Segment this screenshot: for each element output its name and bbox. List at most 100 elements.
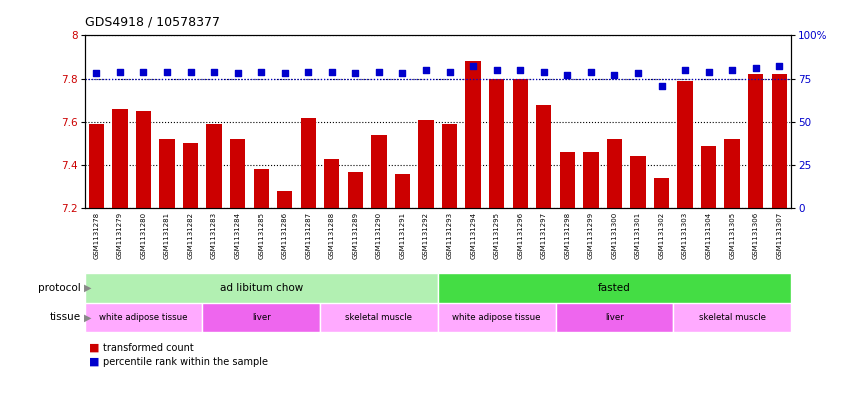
Point <box>325 68 338 75</box>
Point <box>537 68 551 75</box>
Text: GSM1131304: GSM1131304 <box>706 211 711 259</box>
Text: GSM1131305: GSM1131305 <box>729 211 735 259</box>
Bar <box>438 273 791 303</box>
Text: protocol: protocol <box>37 283 80 293</box>
Text: GSM1131307: GSM1131307 <box>777 211 783 259</box>
Bar <box>489 79 504 208</box>
Bar <box>724 139 739 208</box>
Bar <box>772 74 787 208</box>
Text: GSM1131284: GSM1131284 <box>234 211 240 259</box>
Bar <box>320 303 438 332</box>
Text: ■: ■ <box>89 356 99 367</box>
Point <box>631 70 645 77</box>
Text: GSM1131297: GSM1131297 <box>541 211 547 259</box>
Point <box>678 67 692 73</box>
Point <box>207 68 221 75</box>
Point <box>584 68 597 75</box>
Bar <box>324 159 339 208</box>
Text: GSM1131290: GSM1131290 <box>376 211 382 259</box>
Point <box>514 67 527 73</box>
Text: GSM1131282: GSM1131282 <box>188 211 194 259</box>
Point <box>137 68 151 75</box>
Point <box>749 65 762 72</box>
Bar <box>395 174 410 208</box>
Text: GSM1131294: GSM1131294 <box>470 211 476 259</box>
Bar <box>183 143 198 208</box>
Point <box>442 68 456 75</box>
Text: GSM1131285: GSM1131285 <box>258 211 264 259</box>
Bar <box>560 152 575 208</box>
Text: GSM1131279: GSM1131279 <box>117 211 123 259</box>
Text: white adipose tissue: white adipose tissue <box>453 313 541 322</box>
Bar <box>277 191 293 208</box>
Point <box>655 83 668 89</box>
Text: skeletal muscle: skeletal muscle <box>699 313 766 322</box>
Text: GDS4918 / 10578377: GDS4918 / 10578377 <box>85 16 220 29</box>
Point <box>255 68 268 75</box>
Text: GSM1131296: GSM1131296 <box>517 211 523 259</box>
Bar <box>202 303 320 332</box>
Text: GSM1131298: GSM1131298 <box>564 211 570 259</box>
Text: GSM1131299: GSM1131299 <box>588 211 594 259</box>
Text: GSM1131280: GSM1131280 <box>140 211 146 259</box>
Bar <box>89 124 104 208</box>
Text: skeletal muscle: skeletal muscle <box>345 313 413 322</box>
Point <box>113 68 127 75</box>
Text: GSM1131301: GSM1131301 <box>635 211 641 259</box>
Text: GSM1131292: GSM1131292 <box>423 211 429 259</box>
Point <box>466 63 480 70</box>
Point <box>420 67 433 73</box>
Text: white adipose tissue: white adipose tissue <box>99 313 188 322</box>
Text: transformed count: transformed count <box>103 343 194 353</box>
Point <box>372 68 386 75</box>
Point <box>561 72 574 78</box>
Bar <box>607 139 622 208</box>
Text: fasted: fasted <box>598 283 631 293</box>
Point <box>772 63 786 70</box>
Bar <box>630 156 645 208</box>
Bar <box>348 171 363 208</box>
Text: percentile rank within the sample: percentile rank within the sample <box>103 356 268 367</box>
Bar <box>673 303 791 332</box>
Text: liver: liver <box>605 313 624 322</box>
Point <box>490 67 503 73</box>
Bar <box>419 119 434 208</box>
Text: GSM1131302: GSM1131302 <box>658 211 664 259</box>
Text: GSM1131288: GSM1131288 <box>329 211 335 259</box>
Text: ■: ■ <box>89 343 99 353</box>
Text: GSM1131286: GSM1131286 <box>282 211 288 259</box>
Point <box>90 70 103 77</box>
Point <box>278 70 292 77</box>
Point <box>396 70 409 77</box>
Bar <box>654 178 669 208</box>
Bar <box>230 139 245 208</box>
Bar <box>583 152 598 208</box>
Point <box>231 70 244 77</box>
Text: ▶: ▶ <box>84 312 91 322</box>
Bar <box>678 81 693 208</box>
Bar <box>85 303 202 332</box>
Text: liver: liver <box>252 313 271 322</box>
Bar <box>300 118 316 208</box>
Bar <box>254 169 269 208</box>
Text: GSM1131303: GSM1131303 <box>682 211 688 259</box>
Text: ▶: ▶ <box>84 283 91 293</box>
Point <box>607 72 621 78</box>
Point <box>301 68 315 75</box>
Text: GSM1131287: GSM1131287 <box>305 211 311 259</box>
Text: GSM1131283: GSM1131283 <box>212 211 217 259</box>
Bar <box>442 124 457 208</box>
Bar <box>371 135 387 208</box>
Text: tissue: tissue <box>49 312 80 322</box>
Bar <box>438 303 556 332</box>
Text: GSM1131295: GSM1131295 <box>494 211 500 259</box>
Bar <box>536 105 552 208</box>
Point <box>184 68 197 75</box>
Bar <box>136 111 151 208</box>
Text: GSM1131281: GSM1131281 <box>164 211 170 259</box>
Bar <box>556 303 673 332</box>
Text: GSM1131300: GSM1131300 <box>612 211 618 259</box>
Text: GSM1131293: GSM1131293 <box>447 211 453 259</box>
Bar <box>513 79 528 208</box>
Text: GSM1131291: GSM1131291 <box>399 211 405 259</box>
